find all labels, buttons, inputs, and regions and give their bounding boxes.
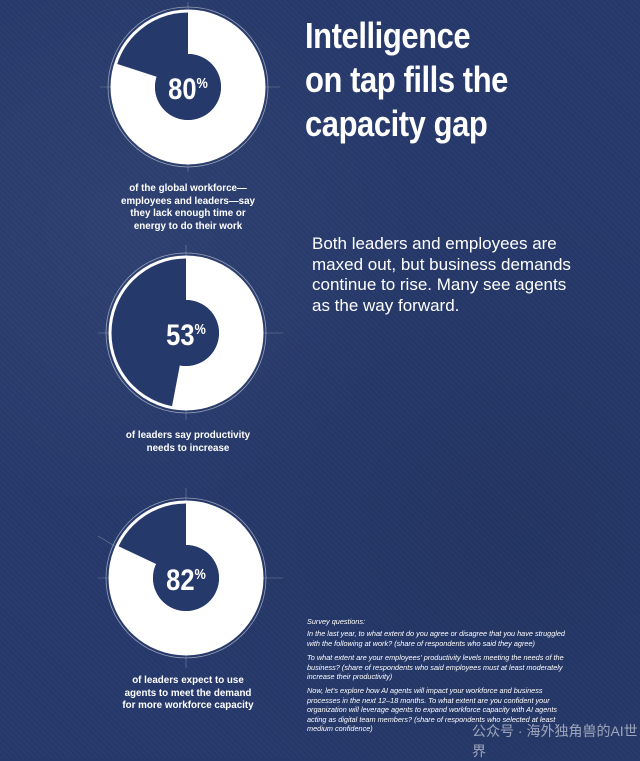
donut-hole	[155, 54, 221, 120]
donut-value-label: 80%	[168, 72, 208, 105]
intro-text: Both leaders and employees are maxed out…	[312, 234, 571, 315]
footnote-item: To what extent are your employees' produ…	[307, 653, 564, 682]
caption-line: of the global workforce—	[129, 183, 247, 194]
page-title: Intelligence on tap fills the capacity g…	[305, 14, 589, 146]
footnotes-heading: Survey questions:	[307, 617, 366, 626]
donut-hole	[153, 300, 219, 366]
donut-caption-2: of leaders say productivity needs to inc…	[108, 430, 268, 455]
caption-line: for more workforce capacity	[122, 700, 254, 711]
donut-value-slice	[110, 502, 263, 654]
donut-value-label: 53%	[166, 318, 206, 351]
title-line: Intelligence	[305, 15, 471, 56]
donut-caption-3: of leaders expect to use agents to meet …	[108, 675, 268, 713]
donut-chart-1: 80%	[100, 2, 280, 172]
donut-outer-ring	[107, 6, 269, 168]
donut-outer-ring	[105, 497, 267, 659]
donut-hole	[153, 545, 219, 611]
donut-chart-2: 53%	[98, 245, 283, 420]
title-line: on tap fills the	[305, 59, 508, 100]
donut-value-slice	[171, 257, 262, 409]
caption-line: needs to increase	[146, 442, 230, 454]
caption-line: employees and leaders—say	[121, 195, 255, 207]
caption-line: energy to do their work	[133, 220, 243, 232]
donut-value-slice	[112, 11, 264, 163]
donut-outer-ring	[105, 252, 267, 414]
survey-footnotes: Survey questions: In the last year, to w…	[307, 617, 569, 738]
donut-caption-1: of the global workforce— employees and l…	[108, 183, 268, 233]
title-line: capacity gap	[305, 103, 488, 144]
footnote-item: Now, let's explore how AI agents will im…	[307, 686, 557, 734]
caption-line: they lack enough time or	[130, 208, 246, 219]
donut-value-label: 82%	[166, 563, 206, 596]
watermark-text: 公众号 · 海外独角兽的AI世界	[472, 723, 638, 759]
caption-line: of leaders say productivity	[125, 430, 251, 441]
caption-line: of leaders expect to use	[132, 675, 244, 686]
footnote-item: In the last year, to what extent do you …	[307, 629, 565, 648]
caption-line: agents to meet the demand	[124, 687, 252, 699]
donut-chart-3: 82%	[97, 488, 283, 668]
